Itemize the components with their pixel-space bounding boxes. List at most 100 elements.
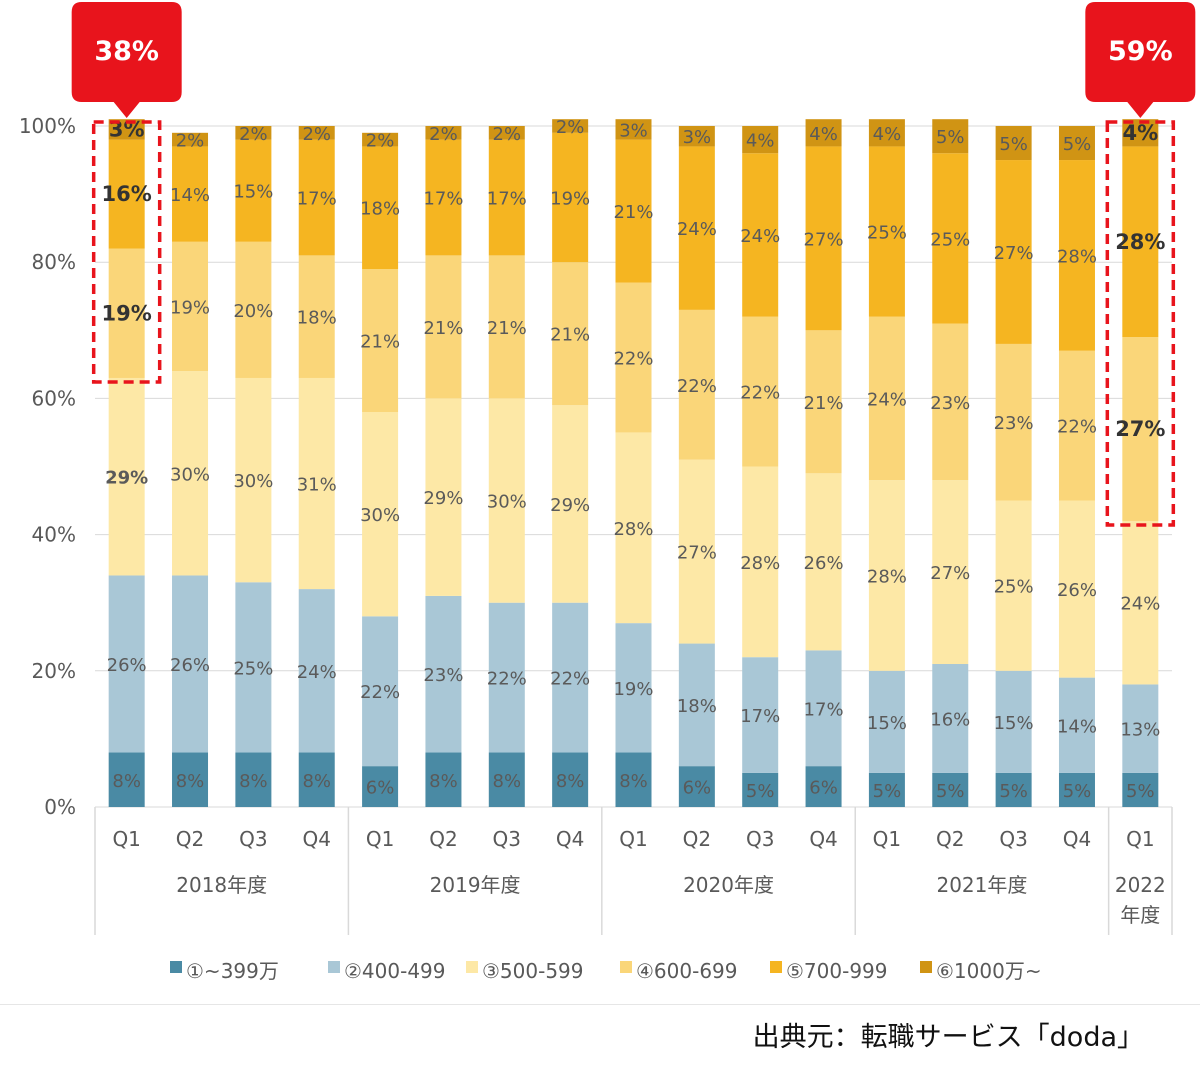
- data-label: 2%: [302, 124, 331, 145]
- group-label: 年度: [1120, 903, 1160, 927]
- bar-segment: [298, 377, 335, 590]
- x-tick-label: Q4: [556, 827, 584, 851]
- bar-segment: [615, 282, 652, 433]
- x-tick-label: Q4: [303, 827, 331, 851]
- x-tick-label: Q2: [176, 827, 204, 851]
- bar-segment: [172, 575, 209, 753]
- data-label: 3%: [683, 127, 712, 148]
- data-label: 23%: [930, 393, 970, 414]
- bar-segment: [172, 752, 209, 807]
- data-label: 8%: [429, 771, 458, 792]
- bar-segment: [235, 377, 272, 583]
- bar-segment: [615, 752, 652, 807]
- data-label: 8%: [619, 771, 648, 792]
- data-label: 19%: [170, 297, 210, 318]
- bar-segment: [552, 132, 589, 263]
- callout-bubble: [71, 2, 182, 118]
- data-label: 22%: [550, 669, 590, 690]
- data-label: 18%: [297, 308, 337, 329]
- data-label: 3%: [619, 120, 648, 141]
- data-label: 8%: [239, 771, 268, 792]
- bar-segment: [235, 139, 272, 242]
- bar-segment: [108, 139, 145, 249]
- bar-segment: [1058, 677, 1095, 773]
- bar-segment: [805, 146, 842, 331]
- legend-swatch: [770, 961, 782, 973]
- bar-segment: [425, 255, 462, 399]
- data-label: 15%: [233, 182, 273, 203]
- data-label: 24%: [297, 662, 337, 683]
- source-caption: 出典元：転職サービス「doda」: [752, 1022, 1144, 1053]
- bar-segment: [995, 160, 1032, 344]
- bar-segment: [552, 262, 589, 406]
- bar-segment: [425, 126, 462, 140]
- bar-segment: [742, 772, 779, 807]
- data-label: 30%: [170, 464, 210, 485]
- bar-segment: [678, 146, 715, 310]
- bar-segment: [552, 602, 589, 753]
- highlight-box: [91, 120, 162, 384]
- data-label: 2%: [429, 124, 458, 145]
- bar-segment: [615, 119, 652, 140]
- stacked-bar-chart: 0% 20% 40% 60% 80% 100% 8% 26% 29% 19% 16% 3% 8% 26% 3…: [19, 2, 1196, 983]
- bar-segment: [805, 119, 842, 147]
- x-tick-label: Q4: [809, 827, 837, 851]
- legend-swatch: [328, 961, 340, 973]
- callout-bubble: [1085, 2, 1196, 118]
- callout-label: 59%: [1108, 36, 1173, 67]
- group-label: 2022: [1115, 873, 1166, 897]
- data-label: 5%: [873, 781, 902, 802]
- bar-segment: [1058, 160, 1095, 351]
- bar-segment: [932, 119, 969, 154]
- data-label: 27%: [804, 229, 844, 250]
- bar-segment: [932, 663, 969, 773]
- data-label: 13%: [1120, 720, 1160, 741]
- bar-segment: [1122, 520, 1159, 685]
- bar-segment: [362, 132, 399, 147]
- bar-segment: [868, 670, 905, 773]
- data-label: 24%: [677, 219, 717, 240]
- bar-segment: [298, 589, 335, 753]
- data-label: 26%: [1057, 580, 1097, 601]
- bar-segment: [488, 255, 525, 399]
- data-label: 28%: [740, 553, 780, 574]
- data-label: 23%: [423, 665, 463, 686]
- data-label: 20%: [233, 301, 273, 322]
- bar-segment: [235, 582, 272, 753]
- data-label: 29%: [105, 468, 148, 489]
- group-label: 2018年度: [176, 873, 267, 897]
- legend-label: ④600-699: [636, 959, 738, 983]
- bar-segment: [678, 459, 715, 644]
- bar-segment: [1058, 126, 1095, 161]
- data-label: 5%: [999, 781, 1028, 802]
- x-tick-label: Q1: [366, 827, 394, 851]
- data-label: 8%: [556, 771, 585, 792]
- y-tick-label: 100%: [19, 114, 76, 138]
- bar-segment: [805, 473, 842, 651]
- legend-swatch: [620, 961, 632, 973]
- data-label: 6%: [683, 778, 712, 799]
- bar-segment: [678, 766, 715, 807]
- bar-segment: [995, 500, 1032, 671]
- data-label: 18%: [677, 696, 717, 717]
- bar-segment: [108, 377, 145, 576]
- data-label: 14%: [1057, 716, 1097, 737]
- divider: [0, 1004, 1200, 1005]
- data-label: 29%: [550, 495, 590, 516]
- bar-segment: [932, 153, 969, 324]
- bar-segment: [235, 126, 272, 140]
- x-tick-label: Q1: [112, 827, 140, 851]
- data-label: 4%: [809, 124, 838, 145]
- bar-segment: [615, 139, 652, 283]
- data-label: 19%: [102, 301, 152, 325]
- data-label: 22%: [677, 376, 717, 397]
- data-label: 8%: [493, 771, 522, 792]
- data-label: 22%: [360, 682, 400, 703]
- data-label: 17%: [297, 189, 337, 210]
- data-label: 16%: [102, 182, 152, 206]
- data-label: 28%: [613, 519, 653, 540]
- bar-segment: [235, 752, 272, 807]
- bar-segment: [362, 766, 399, 807]
- bar-segment: [298, 255, 335, 378]
- bar-segment: [742, 126, 779, 154]
